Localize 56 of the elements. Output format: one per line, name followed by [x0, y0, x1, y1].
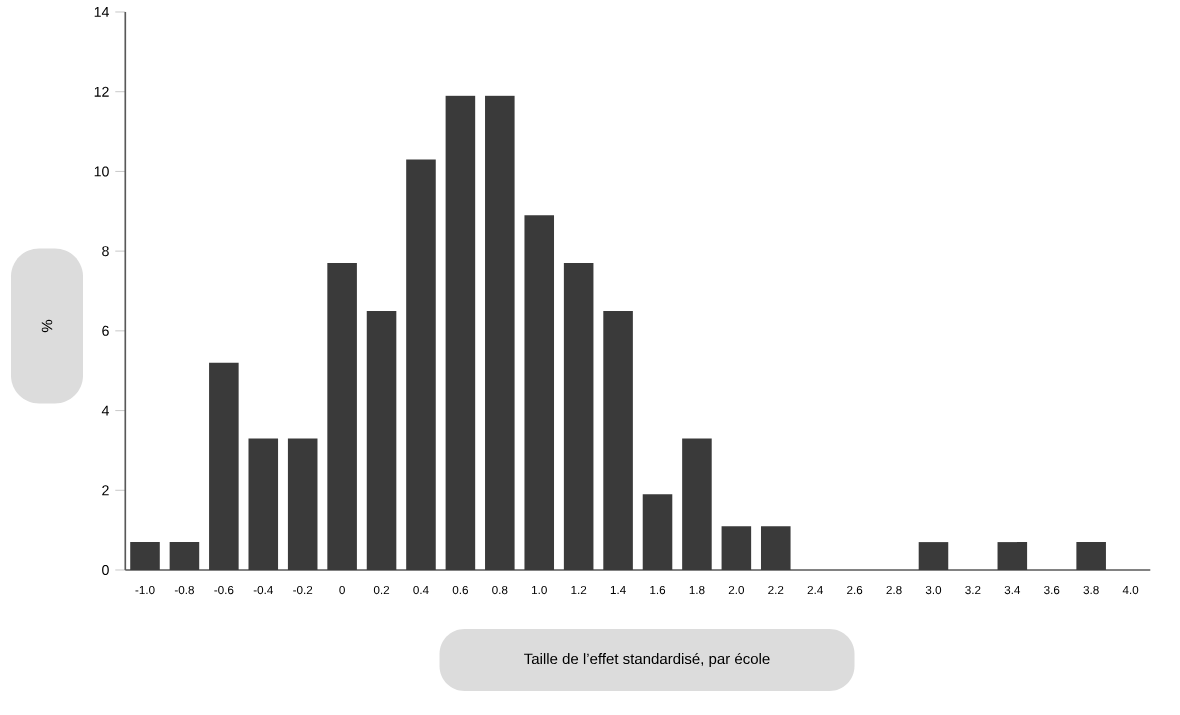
y-tick-label: 12 — [94, 86, 109, 97]
x-tick-label: 1.8 — [689, 585, 705, 595]
y-tick-label: 8 — [102, 246, 109, 257]
x-tick-label: 0 — [339, 585, 345, 595]
bar — [248, 438, 279, 570]
y-tick-label: 2 — [102, 485, 109, 496]
bar — [918, 542, 949, 570]
x-tick-label: 3.0 — [925, 585, 942, 595]
y-tick-label: 0 — [102, 565, 109, 576]
bar — [485, 95, 515, 570]
bar — [760, 526, 791, 570]
bar — [287, 438, 318, 570]
x-tick-label: 1.4 — [610, 585, 626, 594]
x-tick-label: -1.0 — [135, 585, 155, 595]
bar — [327, 263, 357, 570]
bar — [169, 542, 200, 570]
bar — [642, 494, 673, 570]
x-tick-label: -0.6 — [214, 585, 234, 595]
x-tick-label: 2.8 — [886, 585, 902, 595]
x-tick-label: 3.2 — [965, 585, 981, 595]
bar — [445, 95, 476, 570]
x-tick-label: 2.2 — [768, 585, 784, 595]
x-tick-label: -0.8 — [174, 585, 194, 595]
bar — [682, 438, 712, 570]
x-tick-label: 2.6 — [847, 585, 863, 595]
x-tick-label: 1.0 — [532, 585, 547, 595]
bar — [130, 542, 160, 570]
bar — [997, 542, 1028, 570]
x-tick-label: 1.6 — [650, 585, 666, 595]
x-tick-label: 0.6 — [452, 585, 468, 595]
bar — [721, 526, 752, 570]
x-tick-label: -0.4 — [253, 585, 273, 595]
x-tick-label: 3.6 — [1044, 585, 1060, 595]
x-tick-label: 0.8 — [492, 585, 508, 595]
bar — [603, 310, 633, 570]
y-tick-label: 6 — [102, 325, 109, 336]
x-tick-label: -0.2 — [293, 585, 313, 595]
x-tick-label: 2.0 — [728, 585, 745, 595]
bar — [524, 215, 555, 570]
bar — [1076, 542, 1106, 570]
bar — [209, 362, 239, 570]
x-tick-label: 3.8 — [1083, 585, 1099, 595]
bar — [366, 310, 397, 570]
x-tick-label: 0.4 — [413, 585, 429, 595]
x-tick-label: 1.2 — [571, 585, 587, 595]
bar — [563, 263, 594, 570]
y-tick-label: 14 — [94, 7, 109, 17]
x-tick-label: 3.4 — [1004, 585, 1021, 595]
y-tick-label: 4 — [101, 405, 109, 416]
y-tick-label: 10 — [94, 166, 109, 177]
x-axis-title: Taille de l’effet standardisé, par école — [524, 652, 770, 668]
x-tick-label: 2.4 — [807, 585, 823, 595]
x-tick-label: 0.2 — [373, 585, 390, 595]
x-tick-label: 4.0 — [1122, 585, 1139, 595]
y-axis-title: % — [41, 319, 53, 333]
bar — [406, 159, 436, 570]
